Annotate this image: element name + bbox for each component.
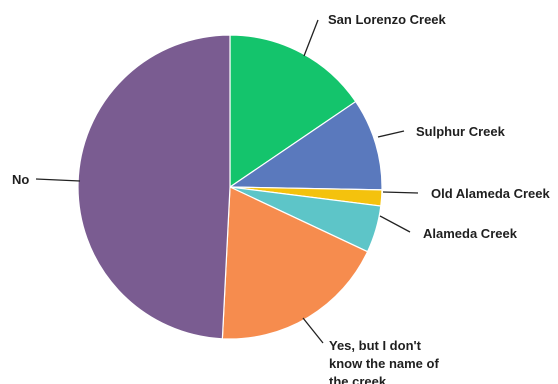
slice-label-no: No xyxy=(12,172,29,187)
pie-slice-no xyxy=(77,34,231,340)
slice-label-old-alameda-creek: Old Alameda Creek xyxy=(431,186,551,201)
slice-label-san-lorenzo-creek: San Lorenzo Creek xyxy=(328,12,447,27)
leader-line-old-alameda-creek xyxy=(382,191,419,194)
slice-label-alameda-creek: Alameda Creek xyxy=(423,226,518,241)
leader-line-sulphur-creek xyxy=(377,130,405,138)
pie-slice-sulphur-creek xyxy=(228,100,383,191)
pie-slice-san-lorenzo-creek xyxy=(229,34,357,189)
slice-label-yes-but-i-don-t-know-the-name-of-the-creek: Yes, but I don't know the name of the cree… xyxy=(329,338,439,384)
leader-line-alameda-creek xyxy=(379,215,411,233)
slice-labels: San Lorenzo Creek Sulphur Creek Old Alamed… xyxy=(12,12,551,384)
leader-line-no xyxy=(35,178,81,182)
pie-slice-yes-but-i-don-t-know-the-name-of-the-creek xyxy=(221,186,369,340)
leader-line-yes-but-i-don-t-know-the-name-of-the-creek xyxy=(302,317,324,344)
pie-slices xyxy=(77,34,383,340)
slice-label-sulphur-creek: Sulphur Creek xyxy=(416,124,506,139)
leader-line-san-lorenzo-creek xyxy=(303,19,319,57)
leader-lines xyxy=(35,19,419,344)
